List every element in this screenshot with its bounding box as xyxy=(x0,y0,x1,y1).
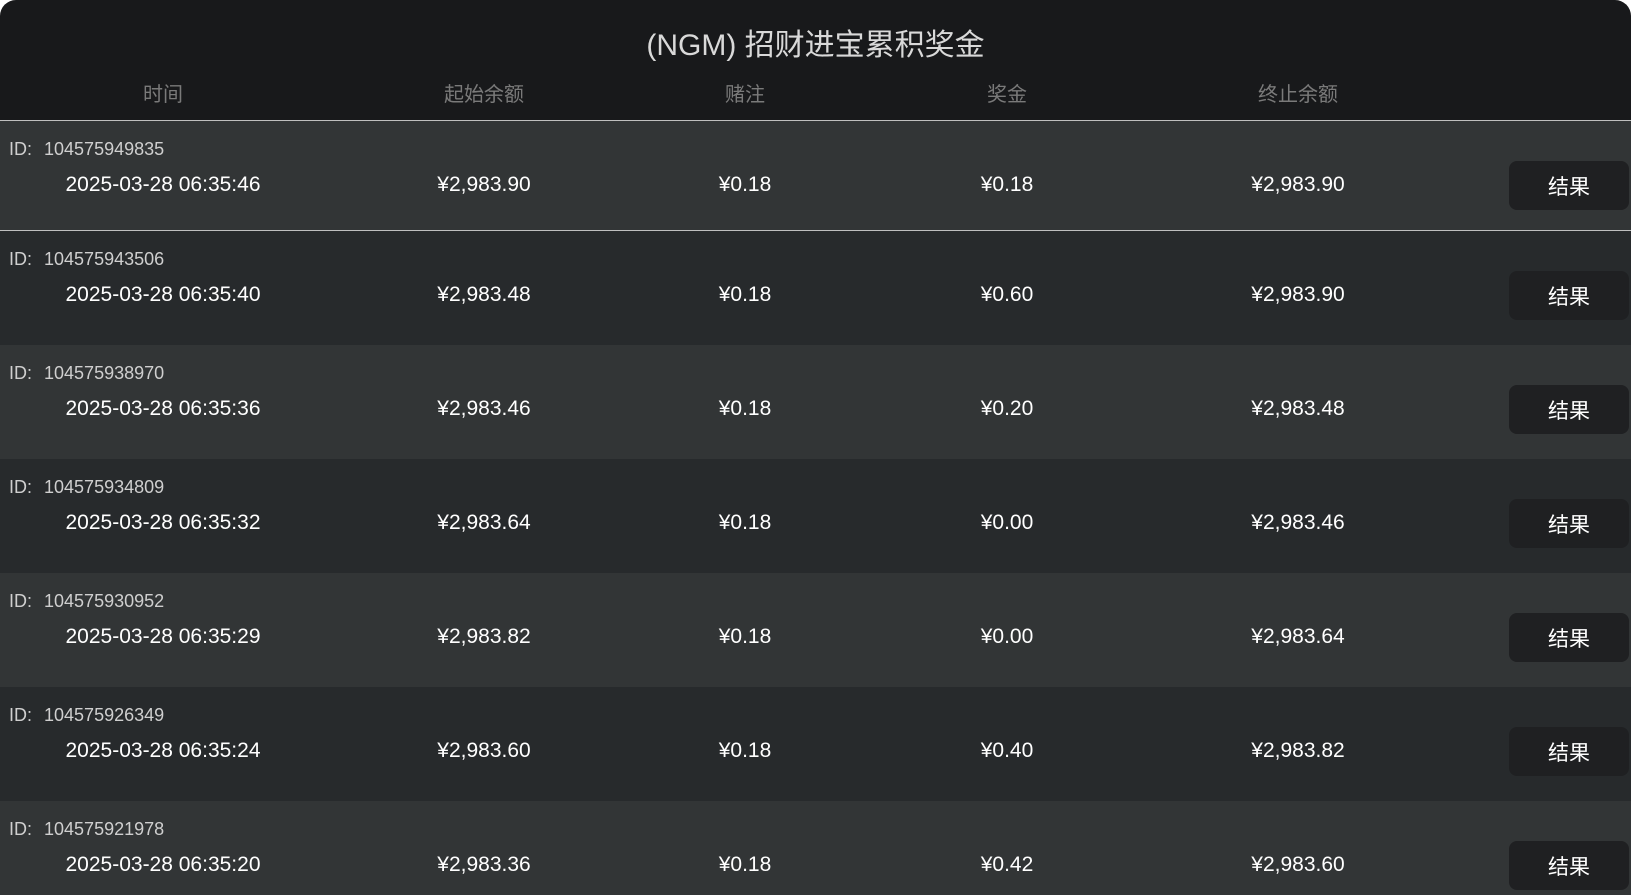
start-balance-cell: ¥2,983.36 xyxy=(437,853,531,876)
id-label: ID: xyxy=(9,819,33,839)
end-balance-cell: ¥2,983.90 xyxy=(1251,283,1345,306)
time-cell: 2025-03-28 06:35:40 xyxy=(65,283,261,306)
round-id: ID: 104575921978 xyxy=(9,819,164,840)
start-balance-cell: ¥2,983.64 xyxy=(437,511,531,534)
id-label: ID: xyxy=(9,591,33,611)
column-header-bet: 赌注 xyxy=(725,84,765,106)
end-balance-cell: ¥2,983.90 xyxy=(1251,173,1345,196)
bet-cell: ¥0.18 xyxy=(718,739,772,762)
time-cell: 2025-03-28 06:35:46 xyxy=(65,173,261,196)
bet-cell: ¥0.18 xyxy=(718,853,772,876)
time-cell: 2025-03-28 06:35:24 xyxy=(65,739,261,762)
prize-cell: ¥0.40 xyxy=(980,739,1034,762)
column-header-time: 时间 xyxy=(143,84,183,106)
result-button[interactable]: 结果 xyxy=(1509,385,1629,434)
time-cell: 2025-03-28 06:35:29 xyxy=(65,625,261,648)
end-balance-cell: ¥2,983.64 xyxy=(1251,625,1345,648)
start-balance-cell: ¥2,983.90 xyxy=(437,173,531,196)
end-balance-cell: ¥2,983.82 xyxy=(1251,739,1345,762)
column-header-end-balance: 终止余额 xyxy=(1258,84,1338,106)
prize-cell: ¥0.00 xyxy=(980,625,1034,648)
time-cell: 2025-03-28 06:35:20 xyxy=(65,853,261,876)
result-button[interactable]: 结果 xyxy=(1509,727,1629,776)
bet-cell: ¥0.18 xyxy=(718,511,772,534)
column-header-prize: 奖金 xyxy=(987,84,1027,106)
history-list[interactable]: ID: 104575949835 2025-03-28 06:35:46 ¥2,9… xyxy=(0,121,1631,895)
table-row: ID: 104575934809 2025-03-28 06:35:32 ¥2,9… xyxy=(0,459,1631,573)
header-divider xyxy=(0,120,1631,121)
prize-cell: ¥0.18 xyxy=(980,173,1034,196)
prize-cell: ¥0.20 xyxy=(980,397,1034,420)
result-button[interactable]: 结果 xyxy=(1509,841,1629,890)
id-value: 104575926349 xyxy=(44,705,165,725)
id-label: ID: xyxy=(9,363,33,383)
result-button[interactable]: 结果 xyxy=(1509,271,1629,320)
end-balance-cell: ¥2,983.60 xyxy=(1251,853,1345,876)
result-button[interactable]: 结果 xyxy=(1509,499,1629,548)
table-row: ID: 104575921978 2025-03-28 06:35:20 ¥2,9… xyxy=(0,801,1631,895)
time-cell: 2025-03-28 06:35:32 xyxy=(65,511,261,534)
column-header-start-balance: 起始余额 xyxy=(444,84,524,106)
table-row: ID: 104575938970 2025-03-28 06:35:36 ¥2,9… xyxy=(0,345,1631,459)
bet-cell: ¥0.18 xyxy=(718,283,772,306)
start-balance-cell: ¥2,983.60 xyxy=(437,739,531,762)
id-label: ID: xyxy=(9,705,33,725)
result-button[interactable]: 结果 xyxy=(1509,613,1629,662)
prize-cell: ¥0.42 xyxy=(980,853,1034,876)
round-id: ID: 104575926349 xyxy=(9,705,164,726)
table-row: ID: 104575930952 2025-03-28 06:35:29 ¥2,9… xyxy=(0,573,1631,687)
id-value: 104575934809 xyxy=(44,477,165,497)
round-id: ID: 104575930952 xyxy=(9,591,164,612)
result-button[interactable]: 结果 xyxy=(1509,161,1629,210)
round-id: ID: 104575949835 xyxy=(9,139,164,160)
id-label: ID: xyxy=(9,477,33,497)
start-balance-cell: ¥2,983.46 xyxy=(437,397,531,420)
round-id: ID: 104575938970 xyxy=(9,363,164,384)
id-label: ID: xyxy=(9,139,33,159)
bet-cell: ¥0.18 xyxy=(718,625,772,648)
start-balance-cell: ¥2,983.48 xyxy=(437,283,531,306)
bet-cell: ¥0.18 xyxy=(718,173,772,196)
round-id: ID: 104575943506 xyxy=(9,249,164,270)
prize-cell: ¥0.60 xyxy=(980,283,1034,306)
id-label: ID: xyxy=(9,249,33,269)
bet-cell: ¥0.18 xyxy=(718,397,772,420)
end-balance-cell: ¥2,983.48 xyxy=(1251,397,1345,420)
end-balance-cell: ¥2,983.46 xyxy=(1251,511,1345,534)
table-row: ID: 104575926349 2025-03-28 06:35:24 ¥2,9… xyxy=(0,687,1631,801)
round-id: ID: 104575934809 xyxy=(9,477,164,498)
id-value: 104575921978 xyxy=(44,819,165,839)
table-row: ID: 104575943506 2025-03-28 06:35:40 ¥2,9… xyxy=(0,231,1631,345)
table-row: ID: 104575949835 2025-03-28 06:35:46 ¥2,9… xyxy=(0,121,1631,231)
id-value: 104575938970 xyxy=(44,363,165,383)
id-value: 104575930952 xyxy=(44,591,165,611)
page-title: (NGM) 招财进宝累积奖金 xyxy=(646,29,985,62)
prize-cell: ¥0.00 xyxy=(980,511,1034,534)
time-cell: 2025-03-28 06:35:36 xyxy=(65,397,261,420)
id-value: 104575949835 xyxy=(44,139,165,159)
start-balance-cell: ¥2,983.82 xyxy=(437,625,531,648)
id-value: 104575943506 xyxy=(44,249,165,269)
